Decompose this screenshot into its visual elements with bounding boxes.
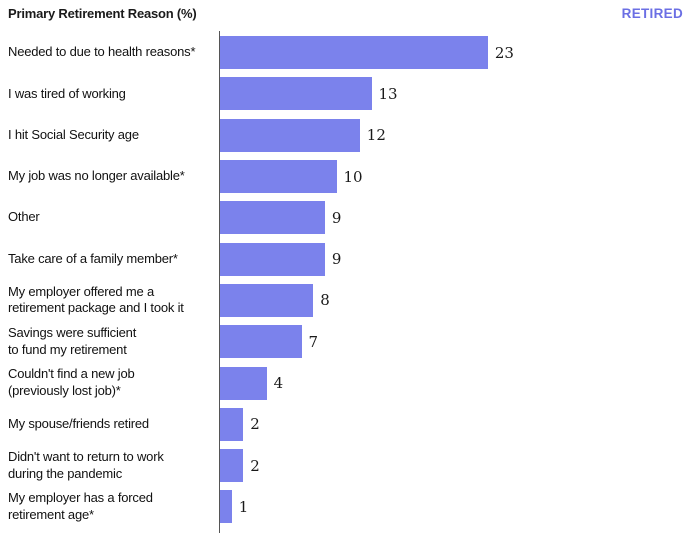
value-label: 9 — [331, 208, 342, 227]
category-label: My employer offered me a retirement pack… — [8, 283, 184, 316]
group-badge: RETIRED — [621, 6, 683, 21]
bar-area: 13 — [220, 73, 689, 114]
chart-row: I was tired of working 13 — [0, 73, 689, 114]
bar — [220, 77, 372, 111]
bar — [220, 283, 314, 317]
chart-row: Take care of a family member* 9 — [0, 238, 689, 279]
category-label: My job was no longer available* — [8, 168, 185, 184]
value-label: 2 — [250, 456, 260, 475]
chart-row: My employer offered me a retirement pack… — [0, 280, 689, 321]
bar — [220, 36, 488, 70]
bar-area: 4 — [220, 362, 689, 403]
bar-chart: Needed to due to health reasons* 23 I wa… — [0, 32, 689, 528]
chart-row: My job was no longer available* 10 — [0, 156, 689, 197]
value-label: 7 — [308, 332, 319, 351]
bar-area: 23 — [220, 32, 689, 73]
value-label: 13 — [378, 84, 398, 103]
bar-area: 10 — [220, 156, 689, 197]
bar — [220, 160, 337, 194]
bar-area: 9 — [220, 238, 689, 279]
chart-row: Other 9 — [0, 197, 689, 238]
category-label: Savings were sufficient to fund my retir… — [8, 324, 137, 357]
bar-area: 2 — [220, 404, 689, 445]
bar-area: 12 — [220, 115, 689, 156]
chart-row: Needed to due to health reasons* 23 — [0, 32, 689, 73]
bar — [220, 118, 360, 152]
category-label: I hit Social Security age — [8, 126, 139, 142]
chart-row: My spouse/friends retired 2 — [0, 404, 689, 445]
bar — [220, 325, 302, 359]
chart-row: Didn't want to return to work during the… — [0, 445, 689, 486]
category-label: Needed to due to health reasons* — [8, 44, 196, 60]
bar — [220, 366, 267, 400]
chart-header: Primary Retirement Reason (%) RETIRED — [8, 6, 683, 21]
category-label: Other — [8, 209, 40, 225]
chart-row: Savings were sufficient to fund my retir… — [0, 321, 689, 362]
value-label: 23 — [494, 43, 514, 62]
chart-row: My employer has a forced retirement age*… — [0, 486, 689, 527]
chart-row: I hit Social Security age 12 — [0, 115, 689, 156]
bar — [220, 449, 244, 483]
category-label: I was tired of working — [8, 85, 126, 101]
bar-area: 1 — [220, 486, 689, 527]
value-label: 12 — [366, 126, 386, 145]
chart-title: Primary Retirement Reason (%) — [8, 6, 197, 21]
bar-area: 9 — [220, 197, 689, 238]
bar-area: 8 — [220, 280, 689, 321]
category-label: My employer has a forced retirement age* — [8, 490, 153, 522]
bar — [220, 490, 232, 524]
category-label: Take care of a family member* — [8, 250, 178, 266]
bar-area: 7 — [220, 321, 689, 362]
category-label: Couldn't find a new job (previously lost… — [8, 366, 135, 399]
value-label: 10 — [343, 167, 363, 186]
bar-area: 2 — [220, 445, 689, 486]
value-label: 1 — [238, 497, 249, 516]
category-label: My spouse/friends retired — [8, 415, 149, 431]
value-label: 8 — [320, 291, 330, 310]
category-label: Didn't want to return to work during the… — [8, 448, 164, 481]
value-label: 4 — [273, 374, 284, 393]
bar — [220, 407, 244, 441]
chart-row: Couldn't find a new job (previously lost… — [0, 362, 689, 403]
bar — [220, 201, 325, 235]
y-axis-line — [219, 31, 220, 533]
value-label: 9 — [331, 250, 342, 269]
value-label: 2 — [250, 415, 260, 434]
bar — [220, 242, 325, 276]
